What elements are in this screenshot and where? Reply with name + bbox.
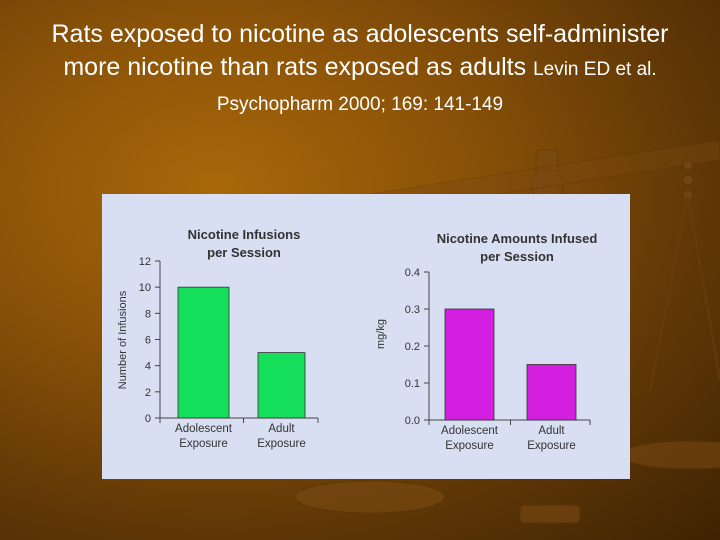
chart1-y-tick-label: 10 <box>139 282 151 294</box>
chart1-y-tick-label: 4 <box>145 361 151 373</box>
chart2-y-tick-label: 0.3 <box>405 304 420 316</box>
chart2-y-tick-label: 0.0 <box>405 415 420 427</box>
chart2-bar-2 <box>526 364 577 421</box>
chart2-x-tick-label: Exposure <box>445 440 494 452</box>
chart1-x-tick-label: Exposure <box>179 438 228 450</box>
charts-svg: Nicotine Infusions per Session Number of I… <box>117 227 598 452</box>
chart2-y-tick-label: 0.2 <box>405 341 420 353</box>
chart1-title-line: Nicotine Infusions <box>188 227 301 242</box>
chart1-y-tick-label: 8 <box>145 308 151 320</box>
chart1-y-tick-label: 12 <box>139 256 151 268</box>
chart1-x-tick-label: Adult <box>268 423 295 435</box>
chart2-x-tick-label: Adult <box>538 425 565 437</box>
chart1-bar-2 <box>257 352 306 419</box>
chart2-title-line: per Session <box>480 249 554 264</box>
chart1-x-tick-label: Exposure <box>257 438 306 450</box>
slide-title: Rats exposed to nicotine as adolescents … <box>20 18 700 121</box>
chart2-x-tick-label: Adolescent <box>441 425 499 437</box>
chart2-title-line: Nicotine Amounts Infused <box>437 231 598 246</box>
chart1-y-tick-label: 0 <box>145 413 151 425</box>
charts-panel: Nicotine Infusions per Session Number of I… <box>102 194 630 479</box>
slide-reference: Levin ED et al. Psychopharm 2000; 169: 1… <box>216 59 657 115</box>
chart2-bar-1 <box>444 308 495 421</box>
chart2-y-tick-label: 0.1 <box>405 378 420 390</box>
slide-title-text: Rats exposed to nicotine as adolescents … <box>51 20 669 81</box>
chart2-x-tick-label: Exposure <box>527 440 576 452</box>
chart2-y-tick-label: 0.4 <box>405 267 420 279</box>
chart2-y-axis-label: mg/kg <box>375 319 387 349</box>
chart1-y-tick-label: 6 <box>145 335 151 347</box>
chart1-y-axis-label: Number of Infusions <box>117 290 129 389</box>
chart1-x-tick-label: Adolescent <box>175 423 233 435</box>
chart1-bar-1 <box>177 286 230 419</box>
chart1-y-tick-label: 2 <box>145 387 151 399</box>
chart1-title-line: per Session <box>207 245 281 260</box>
